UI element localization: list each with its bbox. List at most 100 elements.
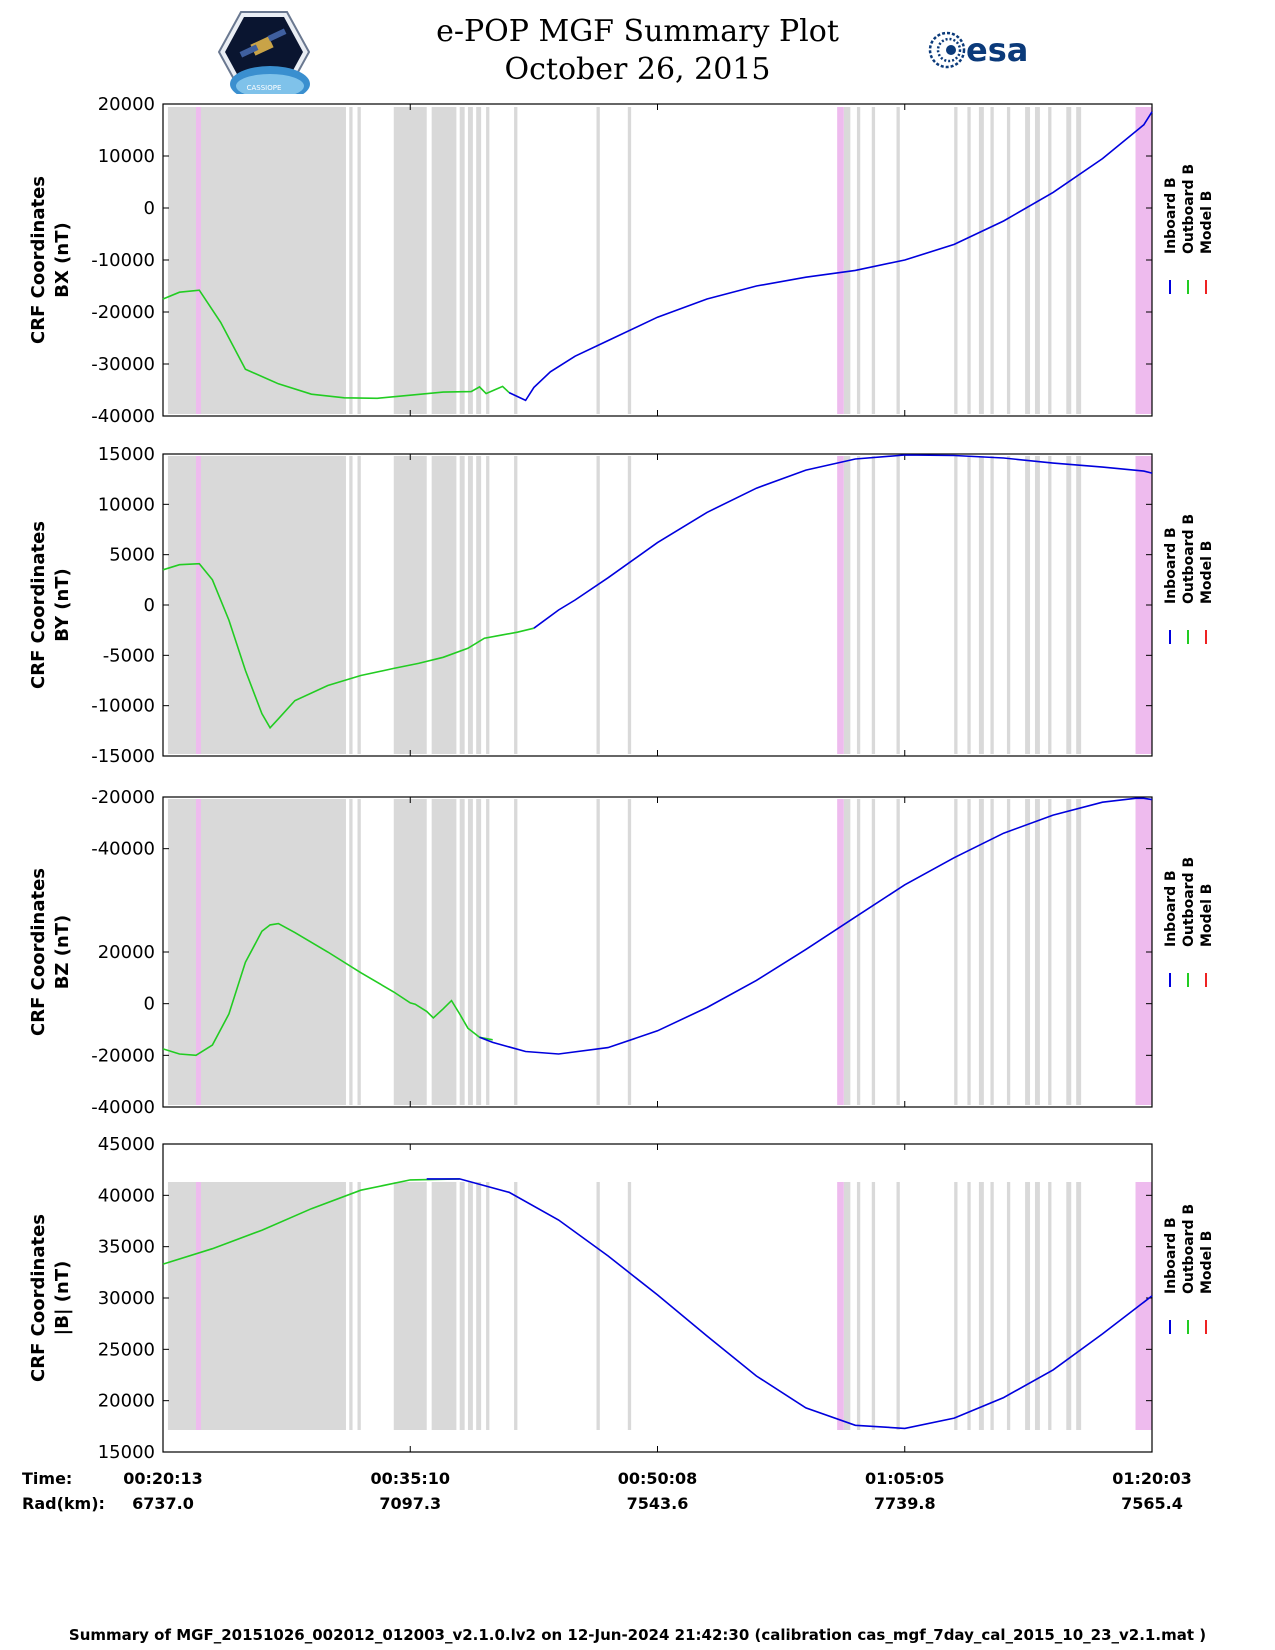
legend-label: Model B: [1199, 191, 1215, 254]
coverage-gap-band: [1006, 456, 1011, 754]
coverage-gap-band: [167, 799, 346, 1105]
coverage-gap-band: [843, 107, 851, 414]
coverage-gap-band: [978, 456, 984, 754]
coverage-gap-band: [967, 107, 971, 414]
y-tick-label: -10000: [91, 250, 155, 271]
coverage-gap-band: [1048, 1182, 1052, 1430]
coverage-gap-band: [1066, 799, 1072, 1105]
y-axis-label-line1: CRF Coordinates: [28, 521, 49, 689]
legend: Inboard B Outboard B Model B: [1163, 514, 1215, 644]
coverage-gap-band: [1006, 1182, 1011, 1430]
y-axis-label-line1: CRF Coordinates: [28, 176, 49, 344]
y-tick-label: 10000: [98, 494, 155, 515]
legend-label: Outboard B: [1181, 857, 1197, 947]
y-tick-label: 35000: [98, 1237, 155, 1258]
flag-band: [1135, 107, 1152, 414]
coverage-gap-band: [627, 1182, 632, 1430]
coverage-gap-band: [431, 107, 457, 414]
coverage-gap-band: [459, 799, 465, 1105]
y-tick-label: 30000: [98, 1288, 155, 1309]
esa-logo-text: esa: [966, 31, 1028, 69]
coverage-gap-band: [990, 1182, 994, 1430]
esa-logo-icon: esa: [928, 31, 1028, 69]
legend-label: Outboard B: [1181, 514, 1197, 604]
y-tick-label: 20000: [98, 1391, 155, 1412]
coverage-gap-band: [467, 799, 473, 1105]
y-tick-label: 15000: [98, 444, 155, 465]
info-cell-value: 01:20:03: [1112, 1469, 1192, 1488]
coverage-gap-band: [167, 107, 346, 414]
y-tick-label: -40000: [91, 406, 155, 427]
coverage-gap-band: [1076, 107, 1082, 414]
y-tick-label: -20000: [91, 302, 155, 323]
y-axis-label-line2: BZ (nT): [52, 915, 73, 990]
y-tick-label: -40000: [91, 839, 155, 860]
coverage-gap-band: [514, 456, 518, 754]
y-tick-label: -30000: [91, 354, 155, 375]
coverage-gap-band: [856, 107, 861, 414]
legend-label: Inboard B: [1163, 870, 1179, 947]
legend-label: Inboard B: [1163, 177, 1179, 254]
coverage-gap-band: [393, 799, 427, 1105]
footer-summary: Summary of MGF_20151026_002012_012003_v2…: [68, 1626, 1207, 1644]
info-row-label: Rad(km):: [22, 1494, 105, 1513]
y-tick-label: 20000: [98, 942, 155, 963]
panel-2: 15000 10000 5000 0 -5000 -10000 -15000 CRF Coor…: [28, 444, 1215, 767]
legend-label: Inboard B: [1163, 1217, 1179, 1294]
coverage-gap-band: [514, 1182, 518, 1430]
satellite-mission-logo-icon: CASSIOPE: [218, 11, 310, 94]
coverage-gap-band: [1048, 107, 1052, 414]
y-axis-label-line2: BY (nT): [52, 568, 73, 642]
coverage-gap-band: [393, 107, 427, 414]
y-tick-label: -5000: [103, 645, 155, 666]
flag-band: [195, 1182, 201, 1430]
coverage-gap-band: [514, 107, 518, 414]
coverage-gap-band: [357, 456, 361, 754]
plot-area: 20000 10000 0 -10000 -20000 -30000 -40000 CRF C…: [22, 94, 1215, 1520]
coverage-gap-band: [896, 1182, 900, 1430]
y-axis-label-line1: CRF Coordinates: [28, 868, 49, 1036]
legend: Inboard B Outboard B Model B: [1163, 857, 1215, 987]
outboard-b-line: [162, 1178, 460, 1265]
y-tick-label: 15000: [98, 1442, 155, 1463]
coverage-gap-band: [954, 799, 958, 1105]
coverage-gap-band: [871, 1182, 876, 1430]
info-cell-value: 7097.3: [379, 1494, 441, 1513]
y-tick-label: -10000: [91, 696, 155, 717]
y-tick-label: 0: [144, 595, 155, 616]
flag-band: [837, 456, 844, 754]
coverage-gap-band: [476, 799, 482, 1105]
coverage-gap-band: [1066, 1182, 1072, 1430]
coverage-gap-band: [1048, 799, 1052, 1105]
coverage-gap-band: [871, 107, 876, 414]
inboard-b-line: [479, 797, 1153, 1055]
coverage-gap-band: [871, 456, 876, 754]
y-tick-label: -40000: [91, 1097, 155, 1118]
info-row-label: Lat:: [22, 1519, 57, 1520]
coverage-gap-band: [459, 107, 465, 414]
coverage-gap-band: [856, 456, 861, 754]
coverage-gap-band: [896, 799, 900, 1105]
y-tick-label: 25000: [98, 1339, 155, 1360]
y-axis-label-line2: BX (nT): [52, 222, 73, 297]
outboard-b-line: [162, 562, 535, 730]
coverage-gap-band: [357, 107, 361, 414]
coverage-gap-band: [596, 1182, 600, 1430]
outboard-b-line: [162, 922, 493, 1057]
y-tick-label: 0: [144, 198, 155, 219]
coverage-gap-band: [1076, 456, 1082, 754]
coverage-gap-band: [967, 1182, 971, 1430]
coverage-gap-band: [459, 456, 465, 754]
coverage-gap-band: [167, 456, 346, 754]
info-cell-value: -0.4: [887, 1519, 922, 1520]
coverage-gap-band: [349, 1182, 353, 1430]
legend: Inboard B Outboard B Model B: [1163, 1204, 1215, 1334]
coverage-gap-band: [486, 456, 490, 754]
coverage-gap-band: [954, 456, 958, 754]
info-cell-value: 00:50:08: [618, 1469, 698, 1488]
coverage-gap-band: [349, 799, 353, 1105]
coverage-gap-band: [459, 1182, 465, 1430]
coverage-gap-band: [596, 799, 600, 1105]
legend: Inboard B Outboard B Model B: [1163, 164, 1215, 294]
